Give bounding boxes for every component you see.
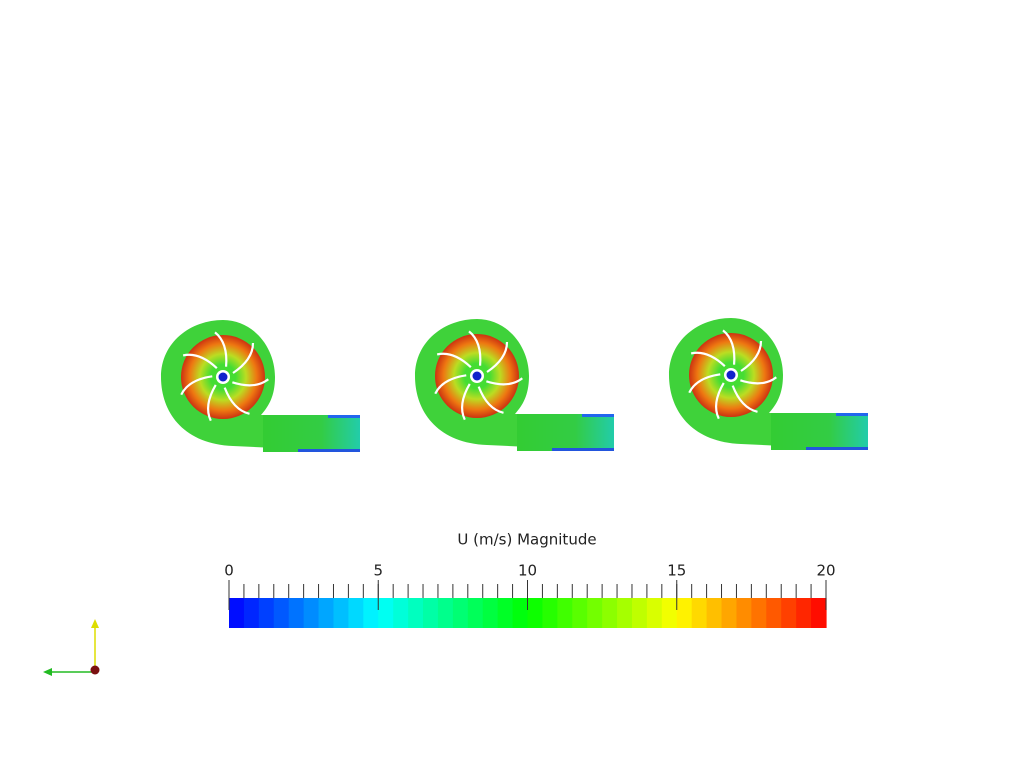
colorbar-band — [527, 598, 544, 628]
colorbar-band — [348, 598, 364, 628]
colorbar-band — [691, 598, 708, 628]
colorbar-band — [467, 598, 484, 628]
colorbar-band — [333, 598, 349, 628]
colorbar-band — [258, 598, 275, 628]
colorbar-band — [557, 598, 573, 628]
tick-label: 20 — [816, 562, 835, 580]
pump-contour — [161, 320, 360, 452]
colorbar-band — [229, 598, 245, 628]
colorbar-band — [766, 598, 782, 628]
pump-contour — [669, 318, 868, 450]
tick-label: 10 — [518, 562, 537, 580]
colorbar-band — [796, 598, 812, 628]
colorbar-band — [661, 598, 678, 628]
colorbar-band — [378, 598, 394, 628]
colorbar-band — [452, 598, 469, 628]
colorbar-band — [482, 598, 499, 628]
colorbar-band — [676, 598, 693, 628]
colorbar-band — [631, 598, 648, 628]
colorbar-band — [393, 598, 409, 628]
colorbar-band — [512, 598, 529, 628]
colorbar-band — [318, 598, 335, 628]
colorbar-band — [721, 598, 738, 628]
colorbar-band — [781, 598, 797, 628]
colorbar-band — [243, 598, 260, 628]
colorbar-band — [542, 598, 558, 628]
colorbar-band — [273, 598, 290, 628]
colorbar-band — [303, 598, 320, 628]
colorbar: U (m/s) Magnitude 0 5 10 15 20 — [224, 531, 836, 628]
colorbar-band — [646, 598, 663, 628]
colorbar-band — [617, 598, 633, 628]
colorbar-band — [706, 598, 723, 628]
colorbar-band — [363, 598, 379, 628]
colorbar-band — [751, 598, 767, 628]
colorbar-band — [736, 598, 752, 628]
tick-label: 15 — [667, 562, 686, 580]
colorbar-band — [288, 598, 305, 628]
colorbar-band — [408, 598, 424, 628]
orientation-axes — [43, 619, 100, 676]
colorbar-band — [602, 598, 618, 628]
colorbar-title: U (m/s) Magnitude — [457, 531, 596, 549]
tick-label: 0 — [224, 562, 234, 580]
tick-label: 5 — [373, 562, 383, 580]
colorbar-band — [587, 598, 603, 628]
colorbar-band — [497, 598, 514, 628]
colorbar-band — [572, 598, 588, 628]
pump-contour — [415, 319, 614, 451]
colorbar-band — [811, 598, 827, 628]
colorbar-band — [437, 598, 454, 628]
colorbar-band — [423, 598, 439, 628]
